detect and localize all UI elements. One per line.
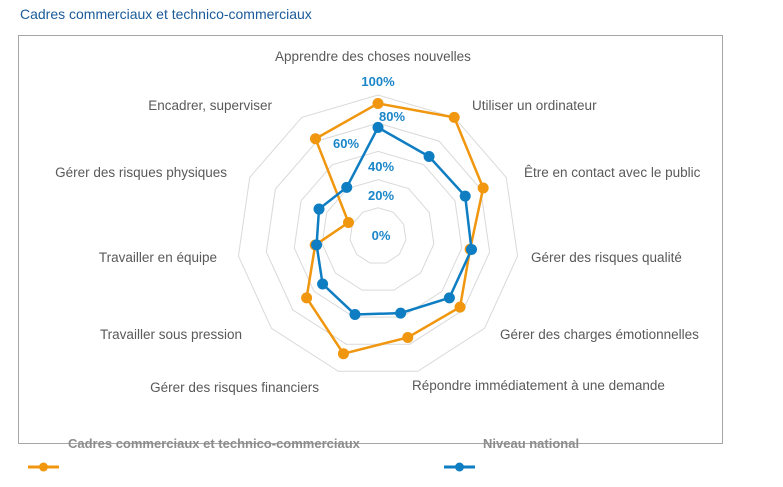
data-point — [317, 278, 329, 290]
grid-ring — [237, 94, 519, 372]
radial-tick-label: 0% — [372, 228, 391, 243]
data-point — [477, 182, 489, 194]
data-point — [402, 331, 414, 343]
chart-title: Cadres commerciaux et technico-commercia… — [20, 6, 312, 22]
grid-ring — [321, 179, 435, 291]
data-point — [309, 133, 321, 145]
axis-label: Être en contact avec le public — [524, 165, 701, 180]
data-point — [372, 121, 384, 133]
axis-label: Utiliser un ordinateur — [472, 98, 597, 113]
axis-label: Gérer des risques financiers — [150, 380, 319, 395]
data-point — [349, 308, 361, 320]
data-point — [395, 307, 407, 319]
data-point — [301, 292, 313, 304]
axis-label: Gérer des risques qualité — [531, 250, 682, 265]
legend-marker-0 — [39, 462, 48, 472]
legend-marker-1 — [455, 462, 464, 472]
radial-tick-label: 60% — [333, 136, 359, 151]
data-point — [459, 190, 471, 202]
legend-label-cadres: Cadres commerciaux et technico-commercia… — [68, 436, 360, 451]
data-point — [466, 243, 478, 255]
axis-label: Gérer des risques physiques — [55, 165, 227, 180]
grid-ring — [293, 150, 463, 318]
radial-tick-label: 80% — [379, 109, 405, 124]
axis-label: Gérer des charges émotionnelles — [500, 327, 699, 342]
data-point — [313, 203, 325, 215]
axis-label: Répondre immédiatement à une demande — [412, 378, 665, 393]
axis-label: Encadrer, superviser — [148, 98, 272, 113]
axis-label: Apprendre des choses nouvelles — [275, 49, 471, 64]
data-point — [448, 111, 460, 123]
grid-ring — [349, 207, 407, 264]
radial-tick-label: 20% — [368, 188, 394, 203]
axis-label: Travailler sous pression — [100, 327, 242, 342]
data-point — [343, 217, 355, 229]
data-point — [372, 97, 384, 109]
data-point — [337, 348, 349, 360]
data-point — [423, 151, 435, 163]
axis-label: Travailler en équipe — [99, 250, 217, 265]
data-point — [454, 301, 466, 313]
radial-tick-label: 100% — [361, 74, 395, 89]
series-line-1 — [315, 125, 473, 316]
data-point — [443, 292, 455, 304]
series-line-0 — [305, 102, 485, 356]
legend-label-national: Niveau national — [483, 436, 580, 451]
data-point — [341, 181, 353, 193]
radial-tick-label: 40% — [368, 159, 394, 174]
chart-frame — [18, 35, 723, 444]
data-point — [311, 239, 323, 251]
